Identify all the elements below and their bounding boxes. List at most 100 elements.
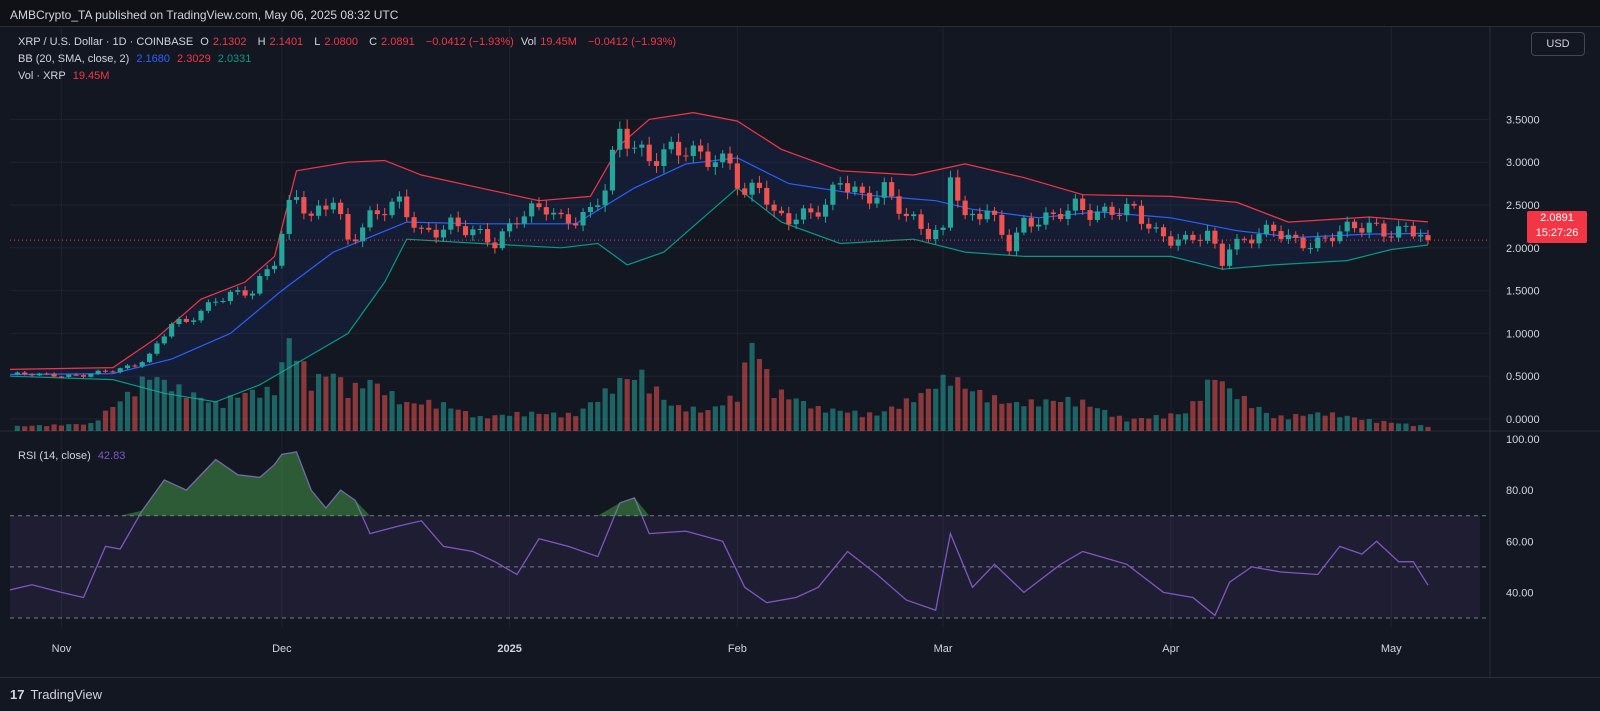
- candle-body: [286, 199, 292, 234]
- candle-body: [492, 242, 498, 249]
- candle-body: [264, 269, 270, 277]
- volume-bar: [631, 379, 638, 431]
- rsi-label[interactable]: RSI (14, close): [18, 450, 91, 462]
- volume-bar: [661, 399, 667, 431]
- volume-bar: [301, 361, 307, 431]
- volume-bar: [507, 415, 513, 431]
- candle-body: [1249, 239, 1255, 244]
- volume-bar: [1102, 409, 1108, 431]
- bb-label[interactable]: BB (20, SMA, close, 2): [18, 53, 130, 65]
- candle-body: [235, 290, 241, 292]
- candle-body: [1425, 235, 1431, 241]
- candle-body: [242, 290, 248, 296]
- candle-body: [793, 219, 799, 225]
- volume-bar: [161, 379, 167, 431]
- volume-bar: [1315, 412, 1321, 431]
- candle-body: [58, 376, 65, 378]
- volume-bar: [852, 410, 858, 431]
- candle-body: [661, 149, 667, 166]
- volume-bar: [433, 408, 439, 431]
- volume-bar: [176, 384, 182, 431]
- price-tick-label: 2.5000: [1506, 200, 1540, 212]
- currency-button[interactable]: USD: [1531, 32, 1585, 56]
- chart-axes: 3.5000 3.0000 2.5000 2.0000 1.5000 1.0000 0.50…: [52, 114, 1540, 655]
- candle-body: [154, 343, 160, 354]
- candle-body: [698, 145, 704, 152]
- volume-bar: [308, 390, 314, 431]
- volume-bar: [822, 412, 829, 431]
- symbol-label[interactable]: XRP / U.S. Dollar · 1D · COINBASE: [18, 36, 194, 48]
- candle-body: [587, 206, 593, 213]
- candle-body: [1050, 212, 1056, 214]
- volume-change-value: −0.0412 (−1.93%): [587, 36, 677, 48]
- candle-body: [771, 204, 777, 211]
- candle-body: [411, 217, 417, 228]
- volume-bar: [668, 405, 674, 431]
- candle-body: [609, 149, 616, 191]
- candle-body: [418, 227, 425, 229]
- volume-bar: [249, 389, 256, 431]
- candle-body: [822, 204, 829, 217]
- volume-bar: [1116, 415, 1122, 431]
- candle-body: [521, 216, 527, 224]
- volume-bar: [293, 360, 300, 431]
- candle-body: [1072, 198, 1078, 211]
- bb-upper-line: [9, 111, 1429, 370]
- time-tick-label: Feb: [728, 643, 747, 655]
- candle-body: [279, 233, 285, 266]
- volume-bar: [1278, 415, 1284, 431]
- volume-bar: [1241, 396, 1247, 431]
- tradingview-logo[interactable]: 17 TradingView: [10, 687, 102, 702]
- candle-body: [330, 202, 336, 210]
- volume-bar: [220, 407, 226, 431]
- volume-bar: [867, 412, 873, 431]
- candle-body: [1388, 236, 1394, 238]
- chart-grid: [0, 27, 1600, 677]
- candle-body: [653, 161, 660, 166]
- candle-body: [1300, 237, 1306, 249]
- volume-bar: [536, 413, 542, 431]
- candle-body: [1396, 226, 1402, 238]
- volume-bar: [1307, 414, 1314, 431]
- volume-bar: [1050, 400, 1056, 431]
- volume-bar: [565, 412, 571, 431]
- candle-body: [845, 183, 851, 193]
- candle-body: [80, 375, 87, 377]
- low-value: L 2.0800: [314, 36, 359, 48]
- candle-body: [73, 374, 79, 376]
- volume-bar: [1403, 423, 1409, 431]
- volume-bar: [800, 400, 807, 431]
- volume-bar: [51, 424, 57, 431]
- volume-bar: [1021, 406, 1027, 431]
- volume-bar: [1197, 400, 1203, 431]
- volume-bar: [1212, 379, 1218, 431]
- candle-body: [514, 223, 520, 225]
- candle-body: [345, 214, 351, 240]
- volume-bar: [1425, 426, 1431, 431]
- candle-body: [507, 223, 513, 232]
- candle-body: [940, 227, 946, 230]
- vol-series-label[interactable]: Vol · XRP: [18, 70, 66, 82]
- chart-canvas[interactable]: 3.5000 3.0000 2.5000 2.0000 1.5000 1.0000 0.50…: [0, 27, 1600, 677]
- candle-body: [1036, 224, 1042, 227]
- volume-bar: [316, 373, 322, 431]
- candle-body: [426, 227, 432, 230]
- price-tick-label: 3.5000: [1506, 114, 1540, 126]
- candle-body: [727, 153, 733, 164]
- candle-body: [1080, 198, 1086, 211]
- volume-bar: [360, 388, 366, 431]
- volume-bar: [227, 395, 233, 431]
- volume-bar: [727, 395, 733, 431]
- volume-bar: [1190, 401, 1196, 431]
- candle-body: [815, 212, 821, 217]
- candle-body: [36, 373, 42, 376]
- candle-body: [22, 372, 28, 375]
- volume-bar: [14, 425, 20, 431]
- volume-bar: [44, 426, 50, 431]
- bb-lower-value: 2.0331: [217, 53, 252, 65]
- candle-body: [448, 217, 454, 230]
- volume-bar: [543, 414, 549, 431]
- candle-body: [360, 227, 366, 242]
- volume-bar: [896, 408, 902, 431]
- volume-bar: [551, 412, 557, 431]
